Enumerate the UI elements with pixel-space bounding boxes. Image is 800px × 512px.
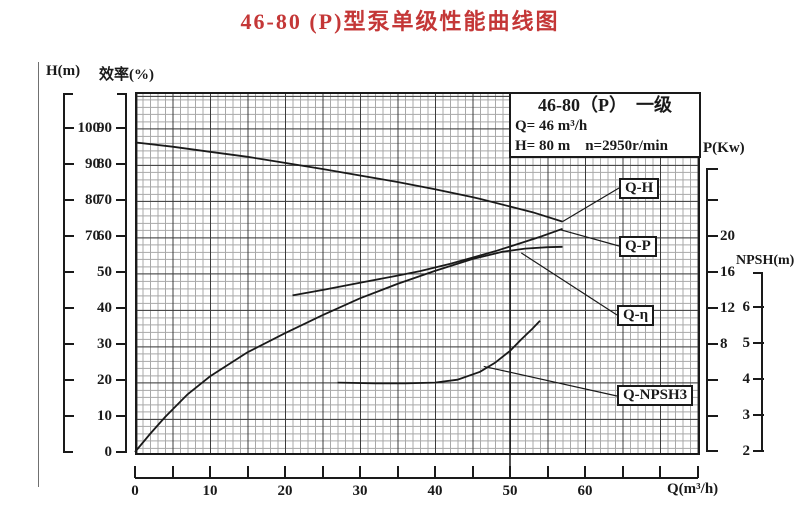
eff-axis-tick (116, 343, 127, 345)
page-title: 46-80 (P)型泵单级性能曲线图 (240, 9, 560, 34)
x-axis-tick (546, 466, 549, 478)
p-axis-tick (707, 343, 718, 345)
p-axis-tick-label: 16 (720, 264, 735, 280)
h-axis-tick-label: 90 (85, 156, 100, 172)
p-axis-tick-label: 8 (720, 336, 728, 352)
npsh-axis-tick-label: 4 (742, 371, 751, 387)
x-axis-tick (284, 466, 286, 478)
h-axis-tick (63, 127, 74, 129)
x-axis-tick (359, 466, 361, 478)
p-axis-tick-label: 12 (720, 300, 735, 316)
eff-axis-tick (116, 163, 127, 165)
eff-axis-tick-label: 90 (97, 120, 112, 136)
h-axis-tick (63, 235, 74, 237)
info-box: 46-80（P） 一级 Q= 46 m³/h H= 80 m n=2950r/m… (509, 92, 701, 158)
x-axis-tick (471, 466, 474, 478)
eff-axis-tick (116, 451, 127, 453)
p-axis-tick (707, 199, 718, 201)
p-axis-tick (707, 379, 718, 381)
npsh-axis-tick (753, 342, 764, 344)
info-model-line: 46-80（P） 一级 (538, 95, 672, 115)
x-axis-tick (659, 466, 661, 478)
x-axis-tick-label: 30 (352, 483, 368, 499)
eff-axis-tick (116, 199, 127, 201)
npsh-axis-tick-label: 6 (742, 299, 751, 315)
x-axis-tick (209, 466, 211, 478)
eff-axis-tick-label: 60 (97, 228, 112, 244)
p-axis-tick (707, 415, 718, 417)
npsh-axis-tick (753, 414, 764, 416)
eff-axis-tick (116, 127, 127, 129)
eff-axis-tick (116, 307, 127, 309)
eff-axis-tick (116, 271, 127, 273)
npsh-axis-tick (753, 378, 764, 380)
eff-axis-tick-label: 80 (97, 156, 112, 172)
eff-axis-tick-label: 70 (97, 192, 112, 208)
npsh-axis-title: NPSH(m) (736, 253, 795, 268)
h-axis-tick (63, 415, 74, 417)
h-axis-tick-label: 80 (85, 192, 100, 208)
curve-label-qh: Q-H (619, 178, 660, 199)
h-axis-tick-label: 100 (77, 120, 101, 136)
npsh-axis-tick (753, 306, 764, 308)
eff-axis-tick (116, 235, 127, 237)
p-axis-tick-label: 20 (720, 228, 735, 244)
x-axis-tick-label: 60 (577, 483, 593, 499)
curve-label-qnpsh: Q-NPSH3 (617, 385, 694, 406)
npsh-axis-tick-label: 5 (742, 335, 751, 351)
left-frame-line (38, 62, 39, 487)
eff-axis-tick-label: 10 (97, 408, 112, 424)
eff-axis-title: 效率(%) (99, 67, 154, 83)
eff-axis-tick-label: 0 (104, 444, 113, 460)
x-axis-tick (396, 466, 399, 478)
x-axis-tick (321, 466, 324, 478)
h-axis-tick (63, 271, 74, 273)
x-axis-tick (621, 466, 624, 478)
eff-axis-bracket (117, 93, 127, 453)
p-axis-tick (707, 235, 718, 237)
x-axis-tick (509, 466, 511, 478)
x-axis-tick (434, 466, 436, 478)
x-axis-title: Q(m³/h) (667, 481, 719, 497)
x-axis-tick (696, 466, 699, 478)
eff-axis-tick-label: 30 (97, 336, 112, 352)
x-axis-tick-label: 20 (277, 483, 293, 499)
h-axis-tick (63, 307, 74, 309)
x-axis-tick-label: 10 (202, 483, 218, 499)
curve-label-qp: Q-P (619, 236, 657, 257)
eff-axis-tick-label: 50 (97, 264, 112, 280)
x-axis-line (135, 477, 698, 479)
x-axis-tick (246, 466, 249, 478)
info-head-speed-line: H= 80 m n=2950r/min (515, 138, 668, 154)
p-axis-tick (707, 307, 718, 309)
x-axis-tick (584, 466, 586, 478)
h-axis-title: H(m) (46, 63, 81, 79)
h-axis-bracket (63, 93, 73, 453)
h-axis-tick (63, 163, 74, 165)
p-axis-tick (707, 271, 718, 273)
p-axis-bracket (706, 168, 718, 452)
curve-label-qeta: Q-η (617, 305, 655, 326)
x-axis-tick (134, 466, 136, 478)
npsh-axis-tick-label: 2 (742, 443, 751, 459)
x-axis-tick (171, 466, 174, 478)
eff-axis-tick-label: 20 (97, 372, 112, 388)
h-axis-tick (63, 379, 74, 381)
eff-axis-tick-label: 40 (97, 300, 112, 316)
eff-axis-tick (116, 379, 127, 381)
h-axis-tick (63, 199, 74, 201)
npsh-axis-tick-label: 3 (742, 407, 751, 423)
x-axis-tick-label: 0 (131, 483, 139, 499)
x-axis-tick-label: 40 (427, 483, 443, 499)
npsh-axis-tick (753, 450, 764, 452)
h-axis-tick-label: 70 (85, 228, 100, 244)
x-axis-tick-label: 50 (502, 483, 518, 499)
info-flow-line: Q= 46 m³/h (515, 118, 588, 134)
h-axis-tick (63, 343, 74, 345)
eff-axis-tick (116, 415, 127, 417)
npsh-axis-bracket (753, 272, 763, 452)
p-axis-title: P(Kw) (703, 140, 745, 156)
